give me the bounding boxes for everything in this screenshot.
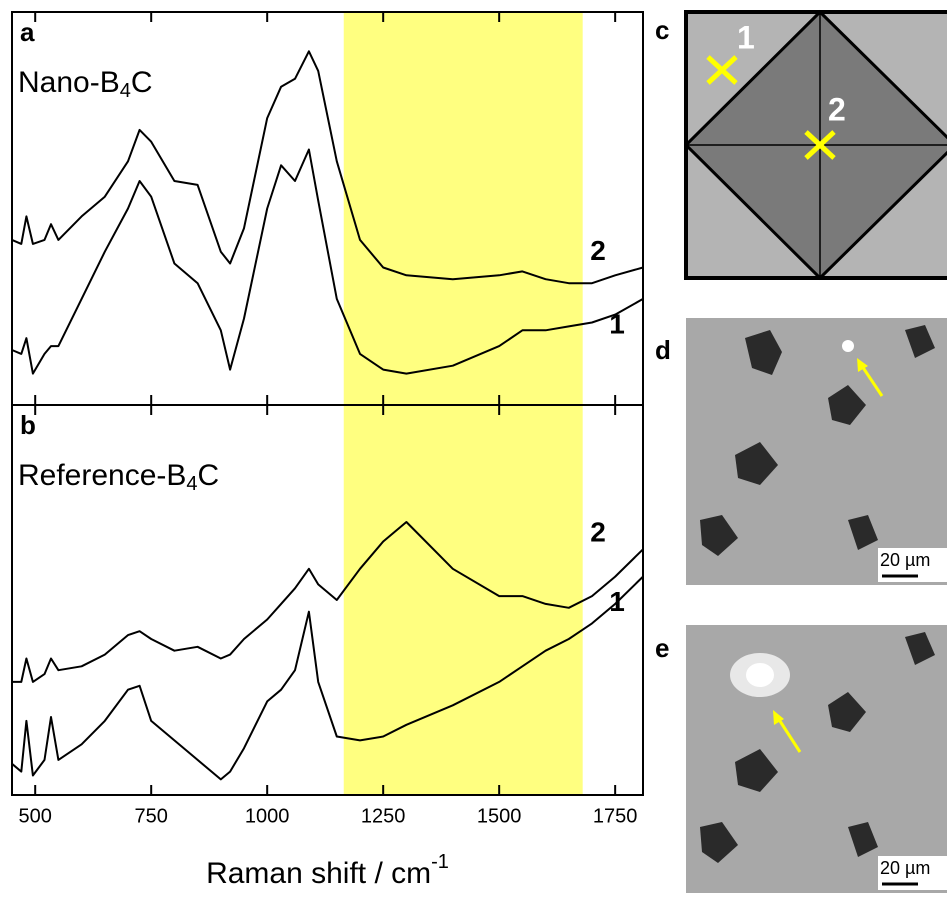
panel-d: 20 µm d [655, 318, 947, 585]
curve-label: 2 [590, 517, 606, 548]
plot-frame [11, 404, 644, 796]
panel-label: c [655, 15, 669, 45]
curve-label: 2 [590, 235, 606, 266]
arrow [860, 365, 884, 397]
curve-label: 1 [609, 308, 625, 339]
x-tick-label: 1500 [477, 805, 522, 827]
arrow [776, 717, 802, 753]
x-tick-label: 500 [19, 805, 52, 827]
title-subscript: 4 [120, 80, 131, 102]
x-tick-label: 1250 [361, 805, 406, 827]
spectrum-line [11, 575, 644, 781]
chart-title: Reference-B4C [18, 459, 219, 495]
chart-title: Nano-B4C [18, 66, 153, 102]
curve-label: 1 [609, 586, 625, 617]
panel-label: b [20, 410, 36, 440]
panel-e: 20 µm e [655, 625, 947, 893]
bright-spot [842, 340, 854, 352]
spectrum-line [12, 521, 644, 683]
highlight-band [343, 405, 583, 795]
panel-label: d [655, 335, 671, 365]
arrow-head [857, 358, 868, 372]
marker-cross [706, 55, 738, 85]
indents [700, 632, 935, 863]
title-subscript: 4 [186, 473, 197, 495]
x-tick-label: 750 [135, 805, 168, 827]
panel-c: 1 2 c [655, 9, 947, 281]
title-text: C [131, 66, 153, 99]
bright-spot [746, 663, 774, 687]
chart-b: 500 750 1000 1250 1500 1750 1 2 b Reference-B4C Ra… [11, 404, 644, 890]
marker-cross [804, 130, 836, 160]
x-label-text: Raman shift / cm [206, 857, 431, 890]
panel-label: a [20, 17, 35, 47]
indents [700, 325, 935, 556]
spectrum-line [11, 50, 644, 285]
marker-label: 2 [828, 91, 846, 127]
spectrum-line [11, 148, 644, 375]
x-tick-label: 1000 [245, 805, 290, 827]
title-text: Nano-B [18, 66, 120, 99]
x-tick-label: 1750 [593, 805, 638, 827]
title-text: C [198, 459, 220, 492]
scale-label: 20 µm [880, 550, 930, 570]
panel-label: e [655, 633, 669, 663]
arrow-head [773, 710, 784, 725]
x-axis-label: Raman shift / cm-1 [206, 851, 449, 890]
scale-label: 20 µm [880, 858, 930, 878]
highlight-band [343, 12, 583, 405]
x-label-superscript: -1 [431, 851, 449, 873]
marker-label: 1 [737, 19, 755, 55]
chart-a: 1 2 a Nano-B4C [11, 11, 644, 406]
title-text: Reference-B [18, 459, 186, 492]
